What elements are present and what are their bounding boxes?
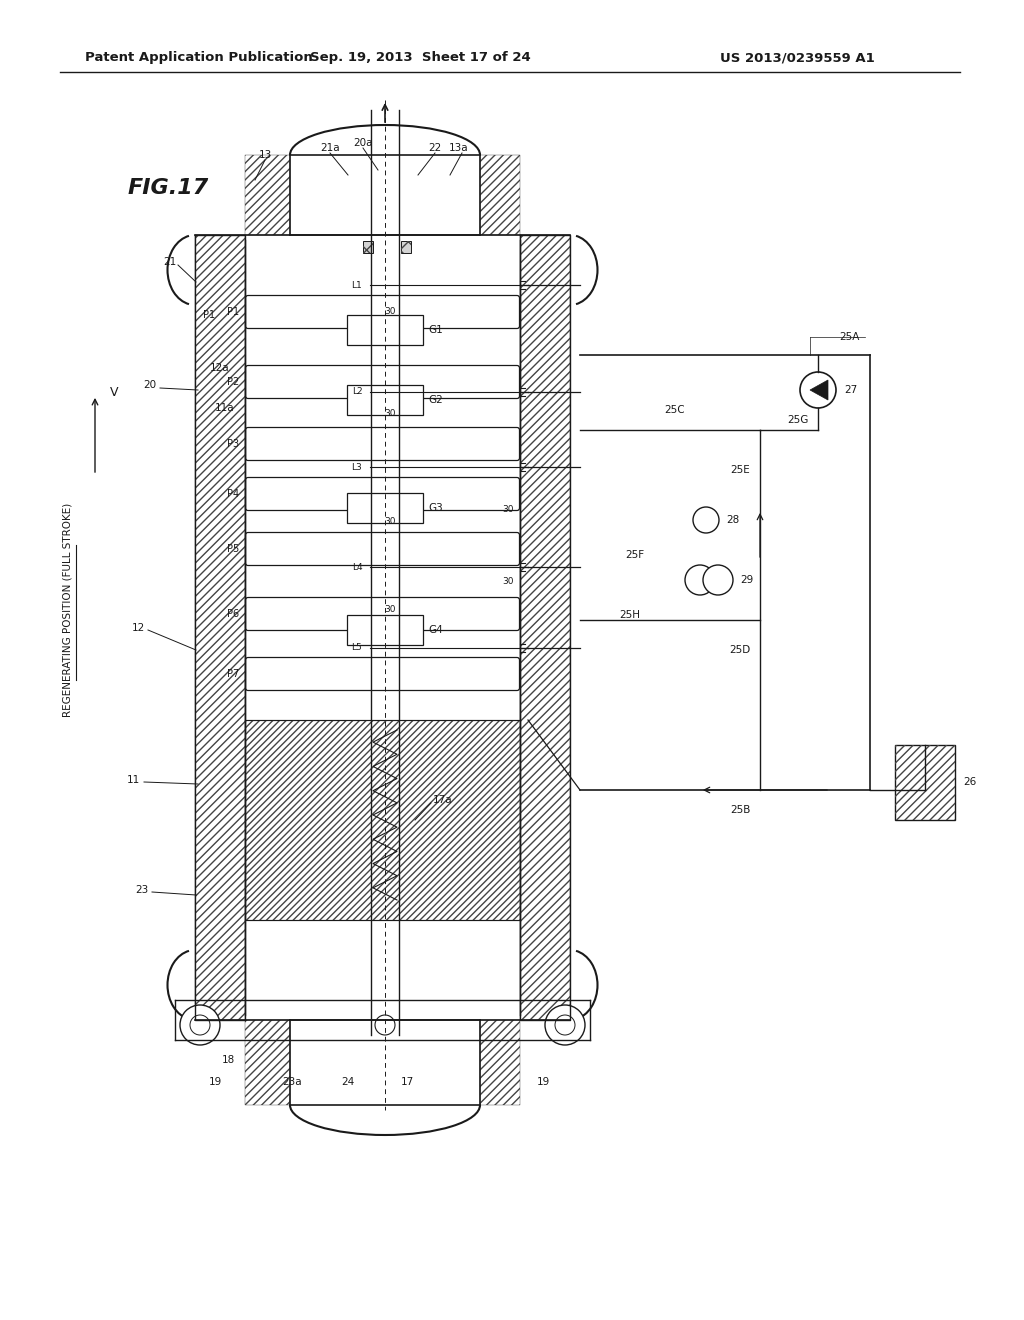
Circle shape	[685, 565, 715, 595]
Text: 25C: 25C	[665, 405, 685, 414]
Circle shape	[190, 1015, 210, 1035]
Text: 13: 13	[258, 150, 271, 160]
Bar	[245, 719, 520, 920]
Text: 11a: 11a	[215, 403, 234, 413]
Circle shape	[375, 1015, 395, 1035]
Bar	[401, 242, 411, 253]
Circle shape	[693, 507, 719, 533]
Text: 21a: 21a	[321, 143, 340, 153]
Text: V: V	[110, 387, 118, 400]
Text: L4: L4	[351, 562, 362, 572]
Text: 19: 19	[537, 1077, 550, 1086]
Text: 27: 27	[844, 385, 857, 395]
Text: 25A: 25A	[840, 333, 860, 342]
Text: P7: P7	[226, 669, 239, 678]
Text: 22: 22	[428, 143, 441, 153]
Text: 21: 21	[163, 257, 176, 267]
Bar	[401, 242, 411, 253]
Text: 23a: 23a	[283, 1077, 302, 1086]
Text: 17: 17	[400, 1077, 414, 1086]
Bar	[347, 615, 423, 645]
Text: Sep. 19, 2013  Sheet 17 of 24: Sep. 19, 2013 Sheet 17 of 24	[309, 51, 530, 65]
Text: FIG.17: FIG.17	[128, 178, 209, 198]
Text: 20: 20	[143, 380, 156, 389]
Text: G3: G3	[428, 503, 442, 513]
Text: L1: L1	[351, 281, 362, 289]
FancyBboxPatch shape	[246, 478, 519, 511]
Text: L2: L2	[351, 388, 362, 396]
Text: 30: 30	[502, 578, 514, 586]
Text: 18: 18	[221, 1055, 234, 1065]
Text: 30: 30	[384, 409, 395, 418]
Circle shape	[180, 1005, 220, 1045]
Text: 25G: 25G	[787, 414, 809, 425]
Text: 28: 28	[726, 515, 739, 525]
Text: 20a: 20a	[353, 139, 373, 148]
Text: 26: 26	[963, 777, 976, 787]
FancyBboxPatch shape	[246, 657, 519, 690]
Text: L3: L3	[351, 462, 362, 471]
Bar	[347, 385, 423, 414]
FancyBboxPatch shape	[246, 296, 519, 329]
Text: P3: P3	[227, 440, 239, 449]
Text: P6: P6	[227, 609, 239, 619]
Text: P4: P4	[227, 488, 239, 499]
Text: 17a: 17a	[433, 795, 453, 805]
Text: 25E: 25E	[730, 465, 750, 475]
Text: 13a: 13a	[449, 143, 468, 153]
Text: G4: G4	[428, 624, 442, 635]
Text: REGENERATING POSITION (FULL STROKE): REGENERATING POSITION (FULL STROKE)	[63, 503, 73, 717]
Text: 25F: 25F	[626, 550, 644, 560]
Circle shape	[800, 372, 836, 408]
Bar	[895, 744, 955, 820]
Text: G1: G1	[428, 325, 442, 335]
Bar	[895, 744, 955, 820]
Text: P1: P1	[203, 310, 215, 319]
Text: P2: P2	[226, 378, 239, 387]
Text: 25D: 25D	[729, 645, 750, 655]
Circle shape	[545, 1005, 585, 1045]
Text: US 2013/0239559 A1: US 2013/0239559 A1	[720, 51, 874, 65]
Text: 24: 24	[341, 1077, 354, 1086]
Text: 29: 29	[740, 576, 754, 585]
Text: 30: 30	[384, 606, 395, 615]
Text: 25B: 25B	[730, 805, 751, 814]
Circle shape	[555, 1015, 575, 1035]
Text: 30: 30	[384, 308, 395, 317]
Text: 19: 19	[208, 1077, 221, 1086]
Text: P1: P1	[227, 308, 239, 317]
FancyBboxPatch shape	[246, 532, 519, 565]
Bar	[347, 315, 423, 345]
Text: 12: 12	[132, 623, 145, 634]
Text: G2: G2	[428, 395, 442, 405]
Text: 30: 30	[502, 506, 514, 515]
Text: Patent Application Publication: Patent Application Publication	[85, 51, 312, 65]
Text: 12a: 12a	[210, 363, 229, 374]
FancyBboxPatch shape	[246, 366, 519, 399]
Bar	[347, 492, 423, 523]
Text: L5: L5	[351, 644, 362, 652]
Text: 25H: 25H	[620, 610, 640, 620]
Bar	[362, 242, 373, 253]
Text: 23: 23	[135, 884, 148, 895]
Text: 30: 30	[384, 517, 395, 527]
Text: P5: P5	[226, 544, 239, 554]
FancyBboxPatch shape	[246, 598, 519, 631]
Circle shape	[703, 565, 733, 595]
Bar	[362, 242, 373, 253]
Polygon shape	[810, 380, 828, 400]
FancyBboxPatch shape	[246, 428, 519, 461]
Text: 11: 11	[127, 775, 140, 785]
